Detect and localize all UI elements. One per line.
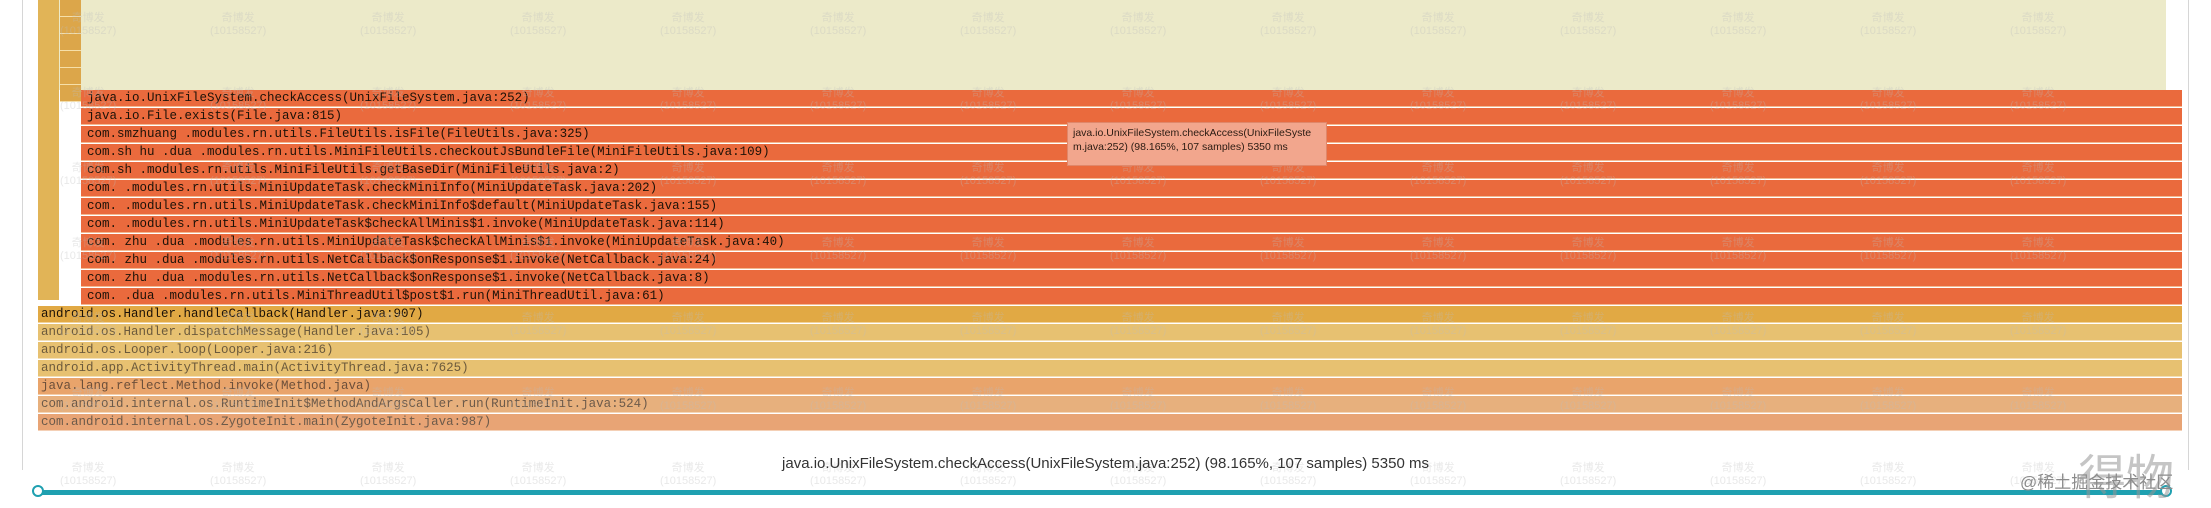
stack-cell[interactable] bbox=[60, 17, 81, 34]
stack-cell[interactable] bbox=[60, 0, 81, 17]
range-end-handle[interactable] bbox=[2160, 485, 2172, 497]
stack-cell[interactable] bbox=[60, 34, 81, 51]
frame-left-border bbox=[22, 0, 23, 470]
stack-cell[interactable] bbox=[60, 68, 81, 85]
stack-frame[interactable]: com. zhu .dua .modules.rn.utils.MiniUpda… bbox=[81, 234, 2182, 251]
credit-text: @稀土掘金技术社区 bbox=[2020, 473, 2174, 492]
range-track[interactable] bbox=[38, 490, 2166, 495]
stack-frame[interactable]: com. zhu .dua .modules.rn.utils.NetCallb… bbox=[81, 270, 2182, 287]
stack-frame[interactable]: com. zhu .dua .modules.rn.utils.NetCallb… bbox=[81, 252, 2182, 269]
stack-frame[interactable]: android.os.Handler.dispatchMessage(Handl… bbox=[38, 324, 2182, 341]
frame-right-border bbox=[2188, 0, 2189, 470]
stack-frame[interactable]: com.android.internal.os.ZygoteInit.main(… bbox=[38, 414, 2182, 431]
stack-frame[interactable]: com. .modules.rn.utils.MiniUpdateTask.ch… bbox=[81, 198, 2182, 215]
stack-frame[interactable]: java.lang.reflect.Method.invoke(Method.j… bbox=[38, 378, 2182, 395]
stack-frame[interactable]: android.os.Handler.handleCallback(Handle… bbox=[38, 306, 2182, 323]
idle-region bbox=[38, 0, 2166, 90]
stack-frame[interactable]: com. .modules.rn.utils.MiniUpdateTask$ch… bbox=[81, 216, 2182, 233]
stack-frame[interactable]: android.app.ActivityThread.main(Activity… bbox=[38, 360, 2182, 377]
brand-logo: 得物 bbox=[2078, 450, 2175, 506]
flame-graph: java.io.UnixFileSystem.checkAccess(UnixF… bbox=[38, 0, 2182, 440]
selection-detail-label: java.io.UnixFileSystem.checkAccess(UnixF… bbox=[782, 455, 1429, 472]
stack-frame[interactable]: com. .modules.rn.utils.MiniUpdateTask.ch… bbox=[81, 180, 2182, 197]
stack-frame[interactable]: com.android.internal.os.RuntimeInit$Meth… bbox=[38, 396, 2182, 413]
stack-frame[interactable]: com.sh .modules.rn.utils.MiniFileUtils.g… bbox=[81, 162, 2182, 179]
stack-frame[interactable]: java.io.UnixFileSystem.checkAccess(UnixF… bbox=[81, 90, 2182, 107]
thread-column bbox=[38, 0, 59, 300]
stack-frame[interactable]: android.os.Looper.loop(Looper.java:216) bbox=[38, 342, 2182, 359]
stack-frame[interactable]: com. .dua .modules.rn.utils.MiniThreadUt… bbox=[81, 288, 2182, 305]
stack-cell[interactable] bbox=[60, 85, 81, 102]
range-start-handle[interactable] bbox=[32, 485, 44, 497]
frame-tooltip: java.io.UnixFileSystem.checkAccess(UnixF… bbox=[1067, 122, 1327, 166]
stack-cell[interactable] bbox=[60, 51, 81, 68]
